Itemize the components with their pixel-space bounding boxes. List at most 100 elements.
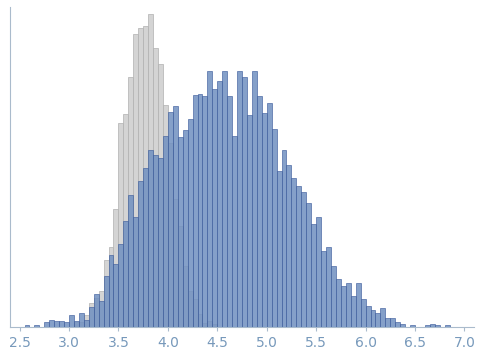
Bar <box>376 313 380 327</box>
Bar <box>84 320 89 327</box>
Bar <box>138 181 143 327</box>
Bar <box>252 71 257 327</box>
Bar <box>94 298 99 327</box>
Bar <box>188 119 193 327</box>
Bar <box>276 171 282 327</box>
Bar <box>380 309 385 327</box>
Bar <box>287 165 291 327</box>
Bar <box>173 199 178 327</box>
Bar <box>168 112 173 327</box>
Bar <box>113 264 119 327</box>
Bar <box>84 315 89 327</box>
Bar <box>143 25 148 327</box>
Bar <box>79 322 84 327</box>
Bar <box>247 115 252 327</box>
Bar <box>188 291 193 327</box>
Bar <box>178 137 182 327</box>
Bar <box>202 97 208 327</box>
Bar <box>44 322 49 327</box>
Bar <box>104 276 108 327</box>
Bar <box>336 279 341 327</box>
Bar <box>193 95 197 327</box>
Bar <box>351 296 356 327</box>
Bar <box>321 251 326 327</box>
Bar <box>410 325 415 327</box>
Bar <box>425 325 430 327</box>
Bar <box>400 324 405 327</box>
Bar <box>430 324 435 327</box>
Bar <box>356 283 361 327</box>
Bar <box>153 48 158 327</box>
Bar <box>25 325 30 327</box>
Bar <box>182 130 188 327</box>
Bar <box>326 247 331 327</box>
Bar <box>54 321 59 327</box>
Bar <box>237 71 242 327</box>
Bar <box>79 313 84 327</box>
Bar <box>163 136 168 327</box>
Bar <box>212 324 217 327</box>
Bar <box>113 209 119 327</box>
Bar <box>445 325 450 327</box>
Bar <box>282 150 287 327</box>
Bar <box>193 299 197 327</box>
Bar <box>99 291 104 327</box>
Bar <box>390 318 395 327</box>
Bar <box>182 266 188 327</box>
Bar <box>227 97 232 327</box>
Bar <box>34 325 39 327</box>
Bar <box>69 315 74 327</box>
Bar <box>173 106 178 327</box>
Bar <box>168 143 173 327</box>
Bar <box>158 158 163 327</box>
Bar <box>202 323 208 327</box>
Bar <box>59 321 64 327</box>
Bar <box>89 307 94 327</box>
Bar <box>94 294 99 327</box>
Bar <box>197 94 202 327</box>
Bar <box>104 260 108 327</box>
Bar <box>158 64 163 327</box>
Bar <box>306 203 311 327</box>
Bar <box>64 322 69 327</box>
Bar <box>123 114 128 327</box>
Bar <box>435 325 440 327</box>
Bar <box>148 150 153 327</box>
Bar <box>108 255 113 327</box>
Bar <box>311 224 316 327</box>
Bar <box>257 97 262 327</box>
Bar <box>108 247 113 327</box>
Bar <box>262 113 267 327</box>
Bar <box>222 71 227 327</box>
Bar <box>267 103 272 327</box>
Bar <box>197 314 202 327</box>
Bar <box>385 318 390 327</box>
Bar <box>74 321 79 327</box>
Bar <box>123 221 128 327</box>
Bar <box>133 217 138 327</box>
Bar <box>316 217 321 327</box>
Bar <box>291 178 296 327</box>
Bar <box>302 192 306 327</box>
Bar <box>361 299 365 327</box>
Bar <box>153 155 158 327</box>
Bar <box>371 310 376 327</box>
Bar <box>272 129 276 327</box>
Bar <box>148 14 153 327</box>
Bar <box>395 322 400 327</box>
Bar <box>208 321 212 327</box>
Bar <box>128 77 133 327</box>
Bar <box>232 136 237 327</box>
Bar <box>128 195 133 327</box>
Bar <box>242 77 247 327</box>
Bar <box>119 244 123 327</box>
Bar <box>212 89 217 327</box>
Bar <box>133 34 138 327</box>
Bar <box>138 28 143 327</box>
Bar <box>74 322 79 327</box>
Bar <box>296 186 302 327</box>
Bar <box>365 306 371 327</box>
Bar <box>346 283 351 327</box>
Bar <box>178 225 182 327</box>
Bar <box>119 123 123 327</box>
